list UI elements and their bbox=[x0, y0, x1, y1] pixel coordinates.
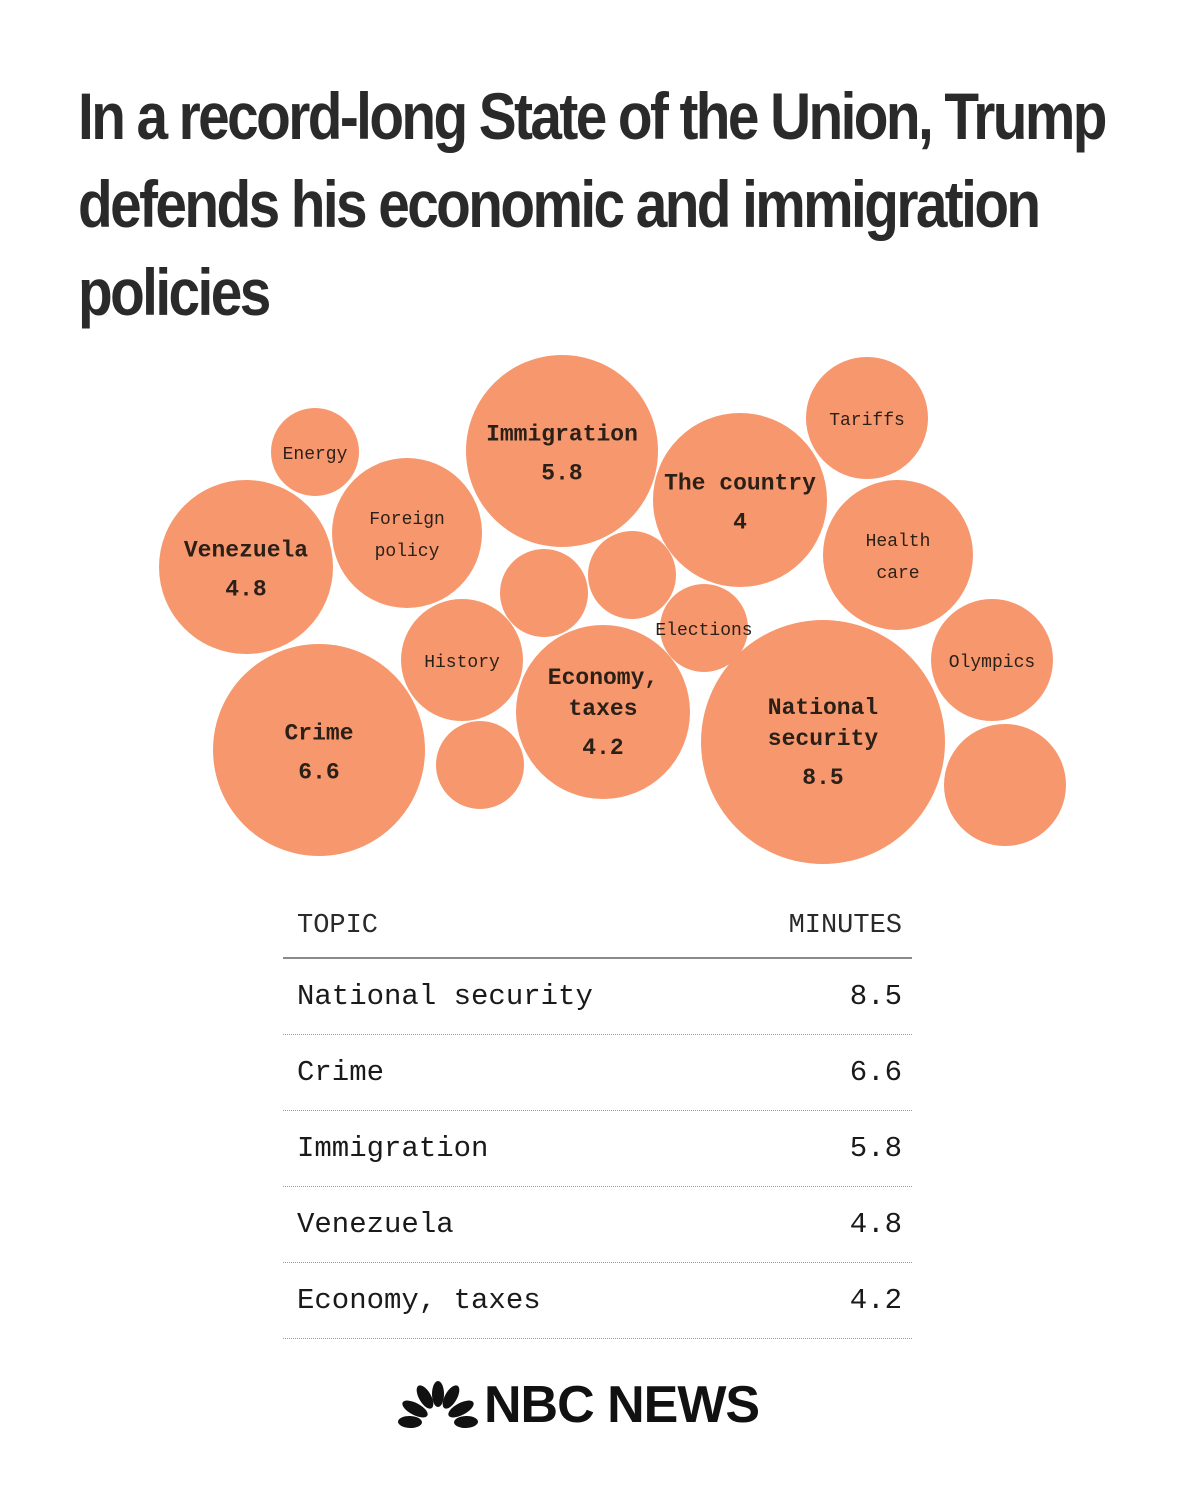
bubble-value: 5.8 bbox=[541, 461, 582, 487]
bubble-tariffs bbox=[806, 357, 928, 479]
bubble-value: 4.8 bbox=[225, 577, 266, 603]
bubble-label: taxes bbox=[568, 696, 637, 722]
bubble-label: National bbox=[768, 695, 878, 721]
bubble-label: Olympics bbox=[949, 653, 1035, 673]
bubble-value: 4 bbox=[733, 510, 747, 536]
table-row: Crime 6.6 bbox=[283, 1035, 912, 1111]
bubble-label: Elections bbox=[655, 621, 752, 641]
logo-text: NBC NEWS bbox=[484, 1376, 760, 1434]
table-row: National security 8.5 bbox=[283, 959, 912, 1035]
bubble-foreign-policy bbox=[332, 458, 482, 608]
bubble-elections bbox=[660, 584, 748, 672]
row-topic: Economy, taxes bbox=[297, 1284, 541, 1317]
bubble-energy bbox=[271, 408, 359, 496]
bubble-label: The country bbox=[664, 471, 816, 497]
nbc-news-logo: NBC NEWS bbox=[398, 1375, 760, 1435]
row-topic: Crime bbox=[297, 1056, 385, 1089]
row-minutes: 5.8 bbox=[849, 1132, 902, 1165]
table-row: Venezuela 4.8 bbox=[283, 1187, 912, 1263]
bubble-label: Energy bbox=[283, 445, 348, 465]
bubble-label: Economy, bbox=[548, 665, 658, 691]
bubble-label: History bbox=[424, 653, 500, 673]
bubble-label: Immigration bbox=[486, 422, 638, 448]
header-topic: TOPIC bbox=[297, 911, 379, 941]
bubble-crime bbox=[213, 644, 425, 856]
table-header: TOPIC MINUTES bbox=[283, 895, 912, 959]
row-topic: Immigration bbox=[297, 1132, 489, 1165]
row-minutes: 6.6 bbox=[849, 1056, 902, 1089]
bubble-label: policy bbox=[375, 542, 440, 562]
table-row: Economy, taxes 4.2 bbox=[283, 1263, 912, 1339]
bubble-unlabeled bbox=[500, 549, 588, 637]
bubble-label: security bbox=[768, 726, 879, 752]
bubble-label: Health bbox=[866, 532, 931, 552]
bubble-label: Foreign bbox=[369, 510, 445, 530]
bubble-immigration bbox=[466, 355, 658, 547]
row-minutes: 4.8 bbox=[849, 1208, 902, 1241]
bubble-value: 8.5 bbox=[802, 765, 843, 791]
minutes-table: TOPIC MINUTES National security 8.5 Crim… bbox=[283, 895, 912, 1339]
bubble-national-security bbox=[701, 620, 945, 864]
bubble-history bbox=[401, 599, 523, 721]
bubble-label: Tariffs bbox=[829, 411, 905, 431]
header-minutes: MINUTES bbox=[788, 911, 902, 941]
bubble-the-country bbox=[653, 413, 827, 587]
bubble-olympics bbox=[931, 599, 1053, 721]
bubble-health-care bbox=[823, 480, 973, 630]
bubble-unlabeled bbox=[944, 724, 1066, 846]
bubble-label: care bbox=[876, 564, 919, 584]
row-minutes: 4.2 bbox=[849, 1284, 902, 1317]
bubble-label: Crime bbox=[284, 721, 353, 747]
table-row: Immigration 5.8 bbox=[283, 1111, 912, 1187]
row-topic: Venezuela bbox=[297, 1208, 454, 1241]
headline: In a record-long State of the Union, Tru… bbox=[78, 79, 1107, 329]
bubble-unlabeled bbox=[436, 721, 524, 809]
peacock-icon bbox=[398, 1381, 478, 1429]
bubble-unlabeled bbox=[588, 531, 676, 619]
bubble-venezuela bbox=[159, 480, 333, 654]
row-topic: National security bbox=[297, 980, 593, 1013]
bubble-value: 4.2 bbox=[582, 735, 623, 761]
bubble-economy-taxes bbox=[516, 625, 690, 799]
bubble-value: 6.6 bbox=[298, 760, 339, 786]
row-minutes: 8.5 bbox=[849, 980, 902, 1013]
bubble-chart: National security 8.5 Crime 6.6 Immigration 5.… bbox=[159, 355, 1066, 864]
bubble-label: Venezuela bbox=[184, 538, 308, 564]
